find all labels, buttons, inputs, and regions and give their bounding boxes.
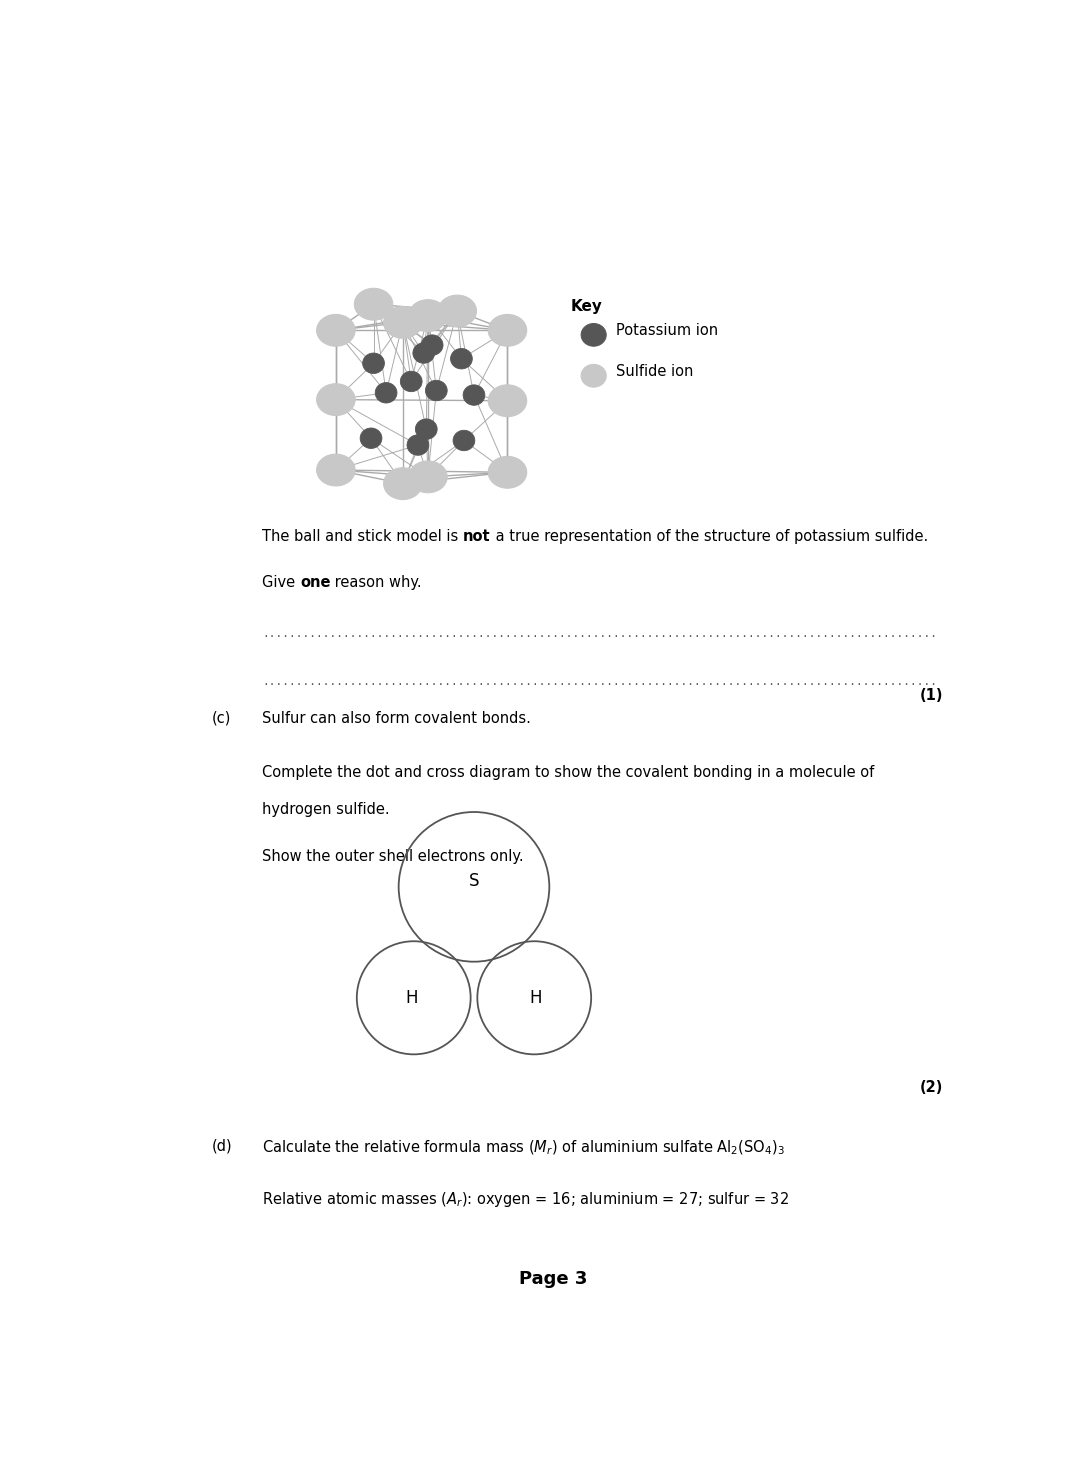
Ellipse shape [316, 384, 355, 416]
Ellipse shape [421, 335, 443, 355]
Ellipse shape [413, 342, 434, 363]
Text: ................................................................................: ........................................… [262, 628, 937, 639]
Ellipse shape [426, 381, 447, 401]
Text: a true representation of the structure of potassium sulfide.: a true representation of the structure o… [490, 530, 928, 544]
Text: Give: Give [262, 574, 300, 590]
Ellipse shape [363, 353, 384, 373]
Text: reason why.: reason why. [330, 574, 422, 590]
Ellipse shape [408, 460, 447, 493]
Text: S: S [469, 872, 480, 891]
Ellipse shape [488, 314, 527, 347]
Text: not: not [463, 530, 490, 544]
Ellipse shape [316, 314, 355, 347]
Ellipse shape [383, 307, 422, 338]
Ellipse shape [416, 419, 437, 440]
Text: Relative atomic masses ($A_r$): oxygen = 16; aluminium = 27; sulfur = 32: Relative atomic masses ($A_r$): oxygen =… [262, 1190, 789, 1210]
Ellipse shape [581, 323, 606, 347]
Text: The ball and stick model is: The ball and stick model is [262, 530, 463, 544]
Text: (d): (d) [212, 1139, 232, 1153]
Text: Sulfide ion: Sulfide ion [617, 364, 693, 379]
Text: one: one [300, 574, 330, 590]
Ellipse shape [488, 456, 527, 488]
Ellipse shape [581, 364, 606, 386]
Ellipse shape [450, 348, 472, 369]
Text: not: not [463, 530, 490, 544]
Text: Key: Key [570, 298, 603, 314]
Ellipse shape [354, 288, 393, 320]
Text: (1): (1) [920, 689, 944, 704]
Ellipse shape [316, 454, 355, 485]
Text: (c): (c) [212, 711, 231, 726]
Ellipse shape [375, 382, 397, 403]
Ellipse shape [438, 295, 476, 327]
Ellipse shape [488, 385, 527, 416]
Ellipse shape [401, 372, 422, 392]
Ellipse shape [408, 299, 447, 332]
Ellipse shape [360, 428, 382, 448]
Ellipse shape [463, 385, 485, 406]
Text: Potassium ion: Potassium ion [617, 323, 718, 338]
Ellipse shape [454, 431, 475, 451]
Text: Sulfur can also form covalent bonds.: Sulfur can also form covalent bonds. [262, 711, 531, 726]
Text: (2): (2) [920, 1080, 944, 1094]
Text: ................................................................................: ........................................… [262, 677, 937, 687]
Text: Show the outer shell electrons only.: Show the outer shell electrons only. [262, 850, 524, 864]
Ellipse shape [407, 435, 429, 456]
Text: one: one [300, 574, 330, 590]
Text: H: H [406, 988, 418, 1007]
Text: hydrogen sulfide.: hydrogen sulfide. [262, 801, 390, 817]
Text: H: H [529, 988, 542, 1007]
Ellipse shape [383, 468, 422, 500]
Text: Page 3: Page 3 [519, 1270, 588, 1288]
Text: Calculate the relative formula mass ($M_r$) of aluminium sulfate Al$_2$(SO$_4$)$: Calculate the relative formula mass ($M_… [262, 1139, 785, 1158]
Text: Complete the dot and cross diagram to show the covalent bonding in a molecule of: Complete the dot and cross diagram to sh… [262, 766, 875, 780]
